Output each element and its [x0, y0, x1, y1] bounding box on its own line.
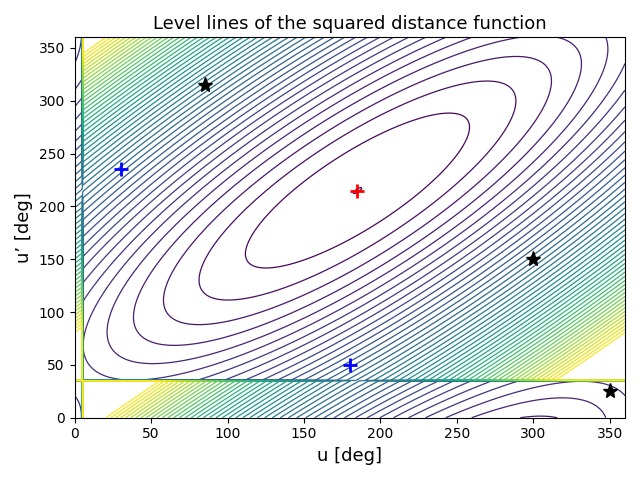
X-axis label: u [deg]: u [deg]	[317, 447, 382, 465]
Title: Level lines of the squared distance function: Level lines of the squared distance func…	[153, 15, 547, 33]
Y-axis label: u’ [deg]: u’ [deg]	[15, 192, 33, 263]
